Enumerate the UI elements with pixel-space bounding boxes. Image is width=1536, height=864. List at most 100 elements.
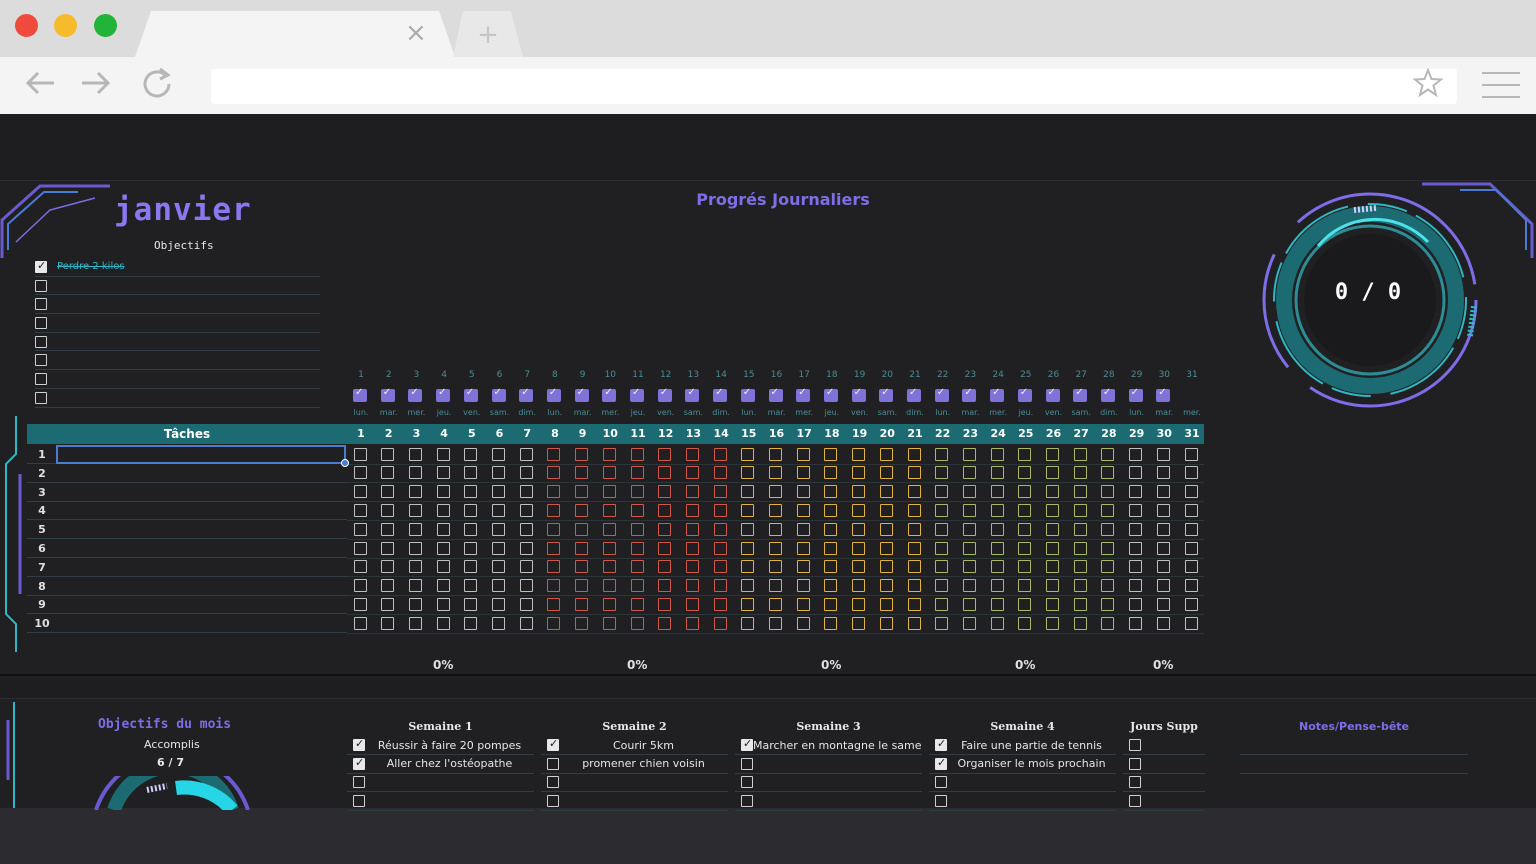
habit-checkbox[interactable] [658,560,672,574]
habit-checkbox[interactable] [547,503,561,517]
habit-checkbox[interactable] [769,579,782,593]
habit-checkbox[interactable] [713,541,727,555]
habit-checkbox[interactable] [852,579,866,593]
habit-checkbox[interactable] [1046,541,1059,555]
habit-checkbox[interactable] [1101,541,1115,555]
habit-checkbox[interactable] [824,447,838,461]
habit-checkbox[interactable] [1129,597,1143,611]
habit-checkbox[interactable] [1129,466,1143,480]
habit-checkbox[interactable] [519,541,533,555]
habit-checkbox[interactable] [852,485,866,499]
habit-checkbox[interactable] [436,579,450,593]
habit-checkbox[interactable] [1101,485,1115,499]
habit-checkbox[interactable] [1129,560,1143,574]
habit-checkbox[interactable] [824,503,838,517]
day-checkbox[interactable] [491,387,506,402]
habit-checkbox[interactable] [741,466,755,480]
habit-checkbox[interactable] [519,447,533,461]
habit-checkbox[interactable] [685,485,699,499]
habit-checkbox[interactable] [575,541,589,555]
habit-checkbox[interactable] [408,522,422,536]
habit-checkbox[interactable] [713,503,727,517]
habit-checkbox[interactable] [519,485,533,499]
habit-checkbox[interactable] [353,616,367,630]
habit-checkbox[interactable] [1101,579,1115,593]
habit-checkbox[interactable] [685,503,699,517]
habit-checkbox[interactable] [769,485,782,499]
habit-checkbox[interactable] [381,503,395,517]
day-checkbox[interactable] [713,387,728,402]
habit-checkbox[interactable] [962,447,976,461]
habit-checkbox[interactable] [824,616,838,630]
habit-checkbox[interactable] [519,579,533,593]
day-checkbox[interactable] [907,387,921,402]
habit-checkbox[interactable] [741,541,755,555]
habit-checkbox[interactable] [1184,503,1198,517]
habit-checkbox[interactable] [575,579,589,593]
habit-checkbox[interactable] [990,485,1004,499]
habit-checkbox[interactable] [713,447,727,461]
habit-checkbox[interactable] [658,616,672,630]
habit-checkbox[interactable] [1101,560,1115,574]
habit-checkbox[interactable] [1101,616,1115,630]
habit-checkbox[interactable] [353,485,367,499]
habit-checkbox[interactable] [1073,485,1087,499]
habit-checkbox[interactable] [1129,579,1143,593]
habit-checkbox[interactable] [436,522,450,536]
habit-checkbox[interactable] [879,560,893,574]
habit-checkbox[interactable] [935,447,949,461]
habit-checkbox[interactable] [436,447,450,461]
habit-checkbox[interactable] [1073,579,1087,593]
habit-checkbox[interactable] [658,485,672,499]
habit-checkbox[interactable] [685,579,699,593]
task-row[interactable] [27,614,347,634]
habit-checkbox[interactable] [713,560,727,574]
habit-checkbox[interactable] [547,522,561,536]
habit-checkbox[interactable] [630,541,644,555]
selection-handle[interactable] [341,459,349,467]
objective-checkbox[interactable] [35,335,47,348]
habit-checkbox[interactable] [1101,522,1115,536]
habit-checkbox[interactable] [408,485,422,499]
habit-checkbox[interactable] [575,447,589,461]
habit-checkbox[interactable] [990,560,1004,574]
task-row[interactable] [27,483,347,502]
habit-checkbox[interactable] [1129,522,1143,536]
habit-checkbox[interactable] [1184,522,1198,536]
habit-checkbox[interactable] [741,485,755,499]
task-row[interactable] [27,558,347,577]
habit-checkbox[interactable] [935,522,949,536]
habit-checkbox[interactable] [353,579,367,593]
habit-checkbox[interactable] [685,541,699,555]
day-checkbox[interactable] [436,387,451,402]
habit-checkbox[interactable] [658,503,672,517]
week-goal-text[interactable]: Marcher en montagne le samedi [753,738,922,752]
habit-checkbox[interactable] [1073,503,1087,517]
habit-checkbox[interactable] [492,616,505,630]
habit-checkbox[interactable] [381,579,395,593]
day-checkbox[interactable] [1045,387,1060,402]
habit-checkbox[interactable] [1046,522,1059,536]
habit-checkbox[interactable] [990,522,1004,536]
habit-checkbox[interactable] [353,522,367,536]
habit-checkbox[interactable] [852,503,866,517]
habit-checkbox[interactable] [519,597,533,611]
week-goal-checkbox[interactable] [935,756,947,770]
habit-checkbox[interactable] [408,560,422,574]
habit-checkbox[interactable] [990,466,1004,480]
habit-checkbox[interactable] [907,560,921,574]
habit-checkbox[interactable] [1156,447,1170,461]
habit-checkbox[interactable] [990,616,1004,630]
habit-checkbox[interactable] [852,522,866,536]
habit-checkbox[interactable] [1018,503,1032,517]
habit-checkbox[interactable] [1184,579,1198,593]
habit-checkbox[interactable] [464,616,478,630]
week-goal-text[interactable]: Réussir à faire 20 pompes [377,738,522,752]
habit-checkbox[interactable] [741,522,755,536]
habit-checkbox[interactable] [492,541,505,555]
habit-checkbox[interactable] [381,541,395,555]
day-checkbox[interactable] [546,387,561,402]
habit-checkbox[interactable] [436,597,450,611]
habit-checkbox[interactable] [769,616,782,630]
habit-checkbox[interactable] [436,485,450,499]
